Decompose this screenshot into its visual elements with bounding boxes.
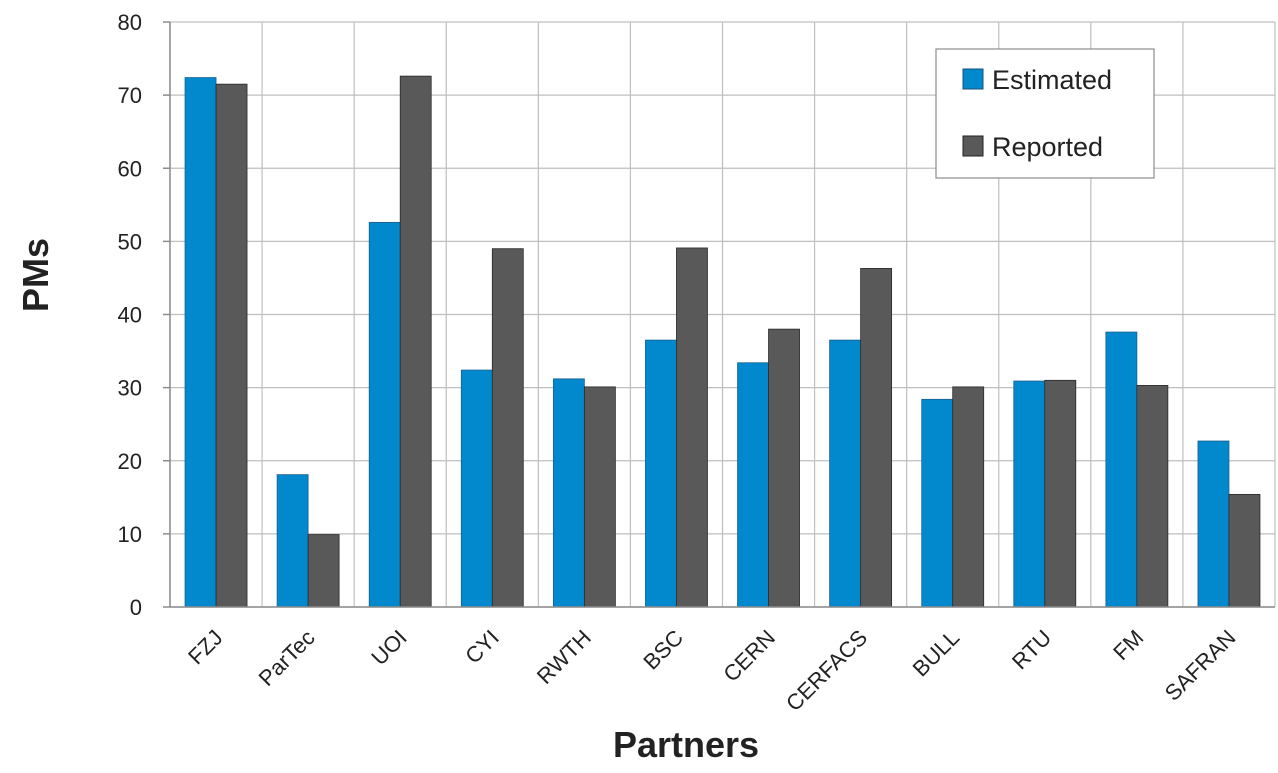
bar-estimated-rtu — [1013, 380, 1046, 608]
bar-estimated-partec — [276, 474, 309, 608]
tick-labels: 0 10 20 30 40 50 60 70 80 — [118, 10, 142, 620]
bar-reported-bull — [952, 386, 985, 608]
y-tick-label: 40 — [118, 303, 142, 328]
x-tick-label: ParTec — [254, 625, 320, 691]
bar-reported-cyi — [491, 248, 524, 608]
category-labels: FZJ ParTec UOI CYI RWTH BSC CERN CERFACS BULL RTU… — [183, 625, 1240, 716]
x-tick-label: BULL — [908, 625, 965, 682]
y-tick-label: 60 — [118, 156, 142, 181]
bar-estimated-bsc — [645, 339, 677, 608]
x-tick-label: FZJ — [183, 625, 227, 669]
y-axis-title: PMs — [15, 238, 56, 312]
x-tick-label: RWTH — [532, 625, 596, 689]
legend-label-reported: Reported — [992, 132, 1103, 162]
bar-estimated-cern — [737, 362, 769, 608]
bar-estimated-safran — [1197, 440, 1230, 608]
bar-reported-uoi — [399, 75, 432, 608]
y-tick-label: 70 — [118, 83, 142, 108]
bar-estimated-fzj — [184, 77, 217, 608]
legend-swatch-estimated — [962, 68, 984, 90]
y-tick-label: 50 — [118, 229, 142, 254]
x-tick-label: RTU — [1007, 625, 1056, 674]
y-tick-label: 10 — [118, 522, 142, 547]
x-tick-label: CERFACS — [781, 625, 872, 716]
bar-reported-bsc — [676, 247, 708, 608]
bar-estimated-fm — [1105, 331, 1138, 608]
x-axis-title: Partners — [613, 724, 759, 765]
bar-estimated-rwth — [552, 378, 585, 608]
legend: Estimated Reported — [935, 48, 1155, 179]
bar-estimated-uoi — [368, 221, 401, 608]
x-tick-label: SAFRAN — [1160, 625, 1241, 706]
bar-estimated-cyi — [460, 369, 493, 608]
y-tick-label: 30 — [118, 376, 142, 401]
bar-reported-fzj — [215, 83, 248, 608]
x-tick-label: CERN — [718, 625, 780, 687]
bar-reported-cern — [768, 328, 800, 608]
x-tick-label: BSC — [638, 625, 688, 675]
bars — [184, 75, 1261, 608]
bar-reported-partec — [307, 534, 340, 608]
axes — [163, 21, 1275, 608]
bar-reported-rwth — [583, 386, 616, 608]
bar-reported-safran — [1228, 493, 1261, 608]
grid — [169, 21, 1276, 608]
bar-estimated-bull — [921, 398, 954, 608]
bar-reported-fm — [1136, 385, 1169, 608]
bar-reported-cerfacs — [860, 268, 893, 608]
y-tick-label: 20 — [118, 449, 142, 474]
legend-label-estimated: Estimated — [992, 65, 1112, 95]
legend-swatch-reported — [962, 135, 984, 157]
x-tick-label: UOI — [366, 625, 411, 670]
x-tick-label: CYI — [460, 625, 504, 669]
bar-estimated-cerfacs — [829, 339, 862, 608]
x-tick-label: FM — [1108, 625, 1148, 665]
y-tick-label: 80 — [118, 10, 142, 35]
bar-reported-rtu — [1044, 379, 1077, 608]
y-tick-label: 0 — [130, 595, 142, 620]
